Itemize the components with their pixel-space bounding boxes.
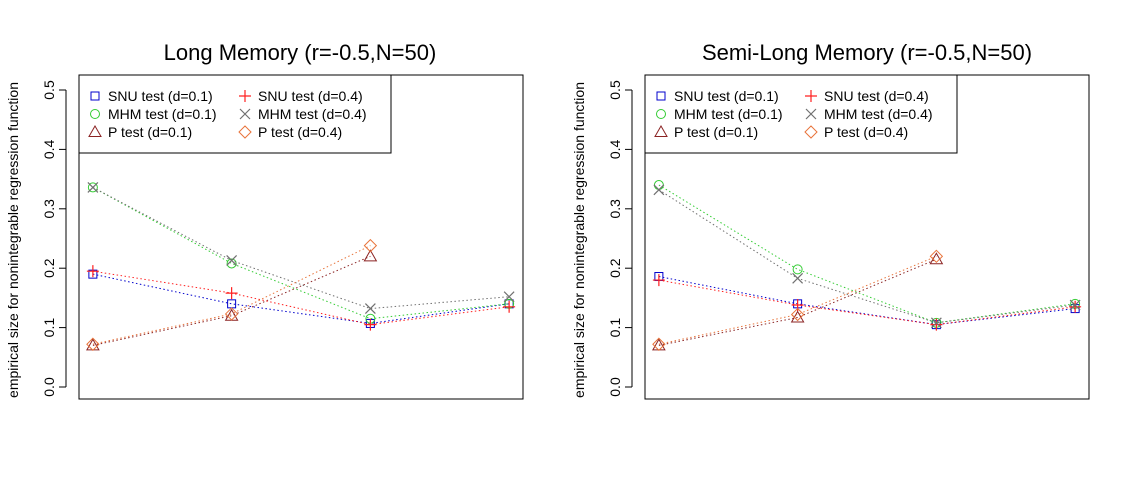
y-axis: 0.0 0.1 0.2 0.3 0.4 0.5 <box>41 80 67 397</box>
y-tick-label: 0.5 <box>607 80 623 100</box>
y-tick-label: 0.5 <box>41 80 57 100</box>
chart-panel-long-memory: Long Memory (r=-0.5,N=50) empirical size… <box>5 40 524 400</box>
y-tick-label: 0.2 <box>41 258 57 278</box>
data-point <box>503 291 515 303</box>
data-point <box>930 318 943 331</box>
legend-symbol <box>238 125 252 139</box>
series-line <box>92 245 371 345</box>
y-tick-label: 0.0 <box>607 377 623 397</box>
chart-title: Semi-Long Memory (r=-0.5,N=50) <box>702 40 1032 65</box>
data-point <box>929 252 944 265</box>
data-point <box>792 272 804 284</box>
legend-label: P test (d=0.4) <box>824 124 908 140</box>
data-point <box>87 181 99 193</box>
series-layer <box>652 180 1082 351</box>
legend-symbol <box>805 108 817 120</box>
y-tick-label: 0.4 <box>607 139 623 159</box>
y-axis: 0.0 0.1 0.2 0.3 0.4 0.5 <box>607 80 633 397</box>
y-tick-label: 0.0 <box>41 377 57 397</box>
series-line <box>92 186 510 320</box>
data-point <box>363 249 378 262</box>
data-point <box>86 265 99 278</box>
data-point <box>86 337 100 351</box>
legend-symbol <box>805 90 817 102</box>
legend-label: SNU test (d=0.4) <box>824 88 929 104</box>
legend-label: MHM test (d=0.4) <box>824 106 933 122</box>
series-snu-test-d-0-4 <box>652 274 1082 331</box>
legend-box <box>644 74 958 154</box>
series-mhm-test-d-0-4 <box>87 181 515 315</box>
series-layer <box>86 181 516 351</box>
legend-label: P test (d=0.1) <box>674 124 758 140</box>
legend-symbol <box>656 91 666 101</box>
data-point <box>652 274 665 287</box>
y-tick-label: 0.4 <box>41 139 57 159</box>
legend-symbol <box>656 109 666 119</box>
legend-symbol <box>239 108 251 120</box>
y-tick-label: 0.3 <box>41 199 57 219</box>
y-tick-label: 0.3 <box>607 199 623 219</box>
chart-title: Long Memory (r=-0.5,N=50) <box>164 40 437 65</box>
legend-label: MHM test (d=0.1) <box>674 106 783 122</box>
series-p-test-d-0-4 <box>652 249 944 351</box>
data-point <box>930 317 942 329</box>
legend-symbol <box>90 109 100 119</box>
y-axis-label: empirical size for nonintegrable regress… <box>571 82 587 398</box>
y-tick-label: 0.1 <box>41 318 57 338</box>
data-point <box>929 249 944 264</box>
series-p-test-d-0-4 <box>86 238 378 351</box>
series-line <box>92 270 510 326</box>
series-line <box>92 186 510 310</box>
chart-panel-semi-long-memory: Semi-Long Memory (r=-0.5,N=50) empirical… <box>571 40 1090 400</box>
data-point <box>87 182 98 193</box>
legend-label: SNU test (d=0.1) <box>108 88 213 104</box>
legend-label: SNU test (d=0.1) <box>674 88 779 104</box>
data-point <box>226 255 238 266</box>
legend-label: SNU test (d=0.4) <box>258 88 363 104</box>
data-point <box>226 258 237 269</box>
data-point <box>792 264 803 275</box>
series-snu-test-d-0-4 <box>86 265 516 331</box>
series-line <box>92 273 510 324</box>
legend-label: MHM test (d=0.4) <box>258 106 367 122</box>
y-tick-label: 0.1 <box>607 318 623 338</box>
legend-label: P test (d=0.1) <box>108 124 192 140</box>
legend-label: P test (d=0.4) <box>258 124 342 140</box>
legend: SNU test (d=0.1) MHM test (d=0.1) P test (… <box>78 74 392 154</box>
legend-symbol <box>88 124 102 137</box>
data-point <box>790 310 805 323</box>
data-point <box>652 337 666 351</box>
legend-box <box>78 74 392 154</box>
series-line <box>658 258 937 346</box>
series-mhm-test-d-0-4 <box>653 184 1081 329</box>
data-point <box>1069 300 1082 313</box>
data-point <box>1069 299 1081 311</box>
legend: SNU test (d=0.1) MHM test (d=0.1) P test (… <box>644 74 958 154</box>
series-line <box>658 189 1076 324</box>
data-point <box>790 307 805 322</box>
data-point <box>653 184 665 196</box>
legend-symbol <box>804 125 818 139</box>
legend-symbol <box>239 90 251 102</box>
legend-symbol <box>654 124 668 137</box>
data-point <box>503 300 516 313</box>
data-point <box>364 303 376 315</box>
legend-label: MHM test (d=0.1) <box>108 106 217 122</box>
data-point <box>364 318 377 331</box>
data-point <box>363 238 378 253</box>
data-point <box>224 307 239 321</box>
y-tick-label: 0.2 <box>607 258 623 278</box>
legend-symbol <box>90 91 100 101</box>
series-line <box>658 184 1076 324</box>
data-point <box>225 287 238 300</box>
y-axis-label: empirical size for nonintegrable regress… <box>5 82 21 398</box>
